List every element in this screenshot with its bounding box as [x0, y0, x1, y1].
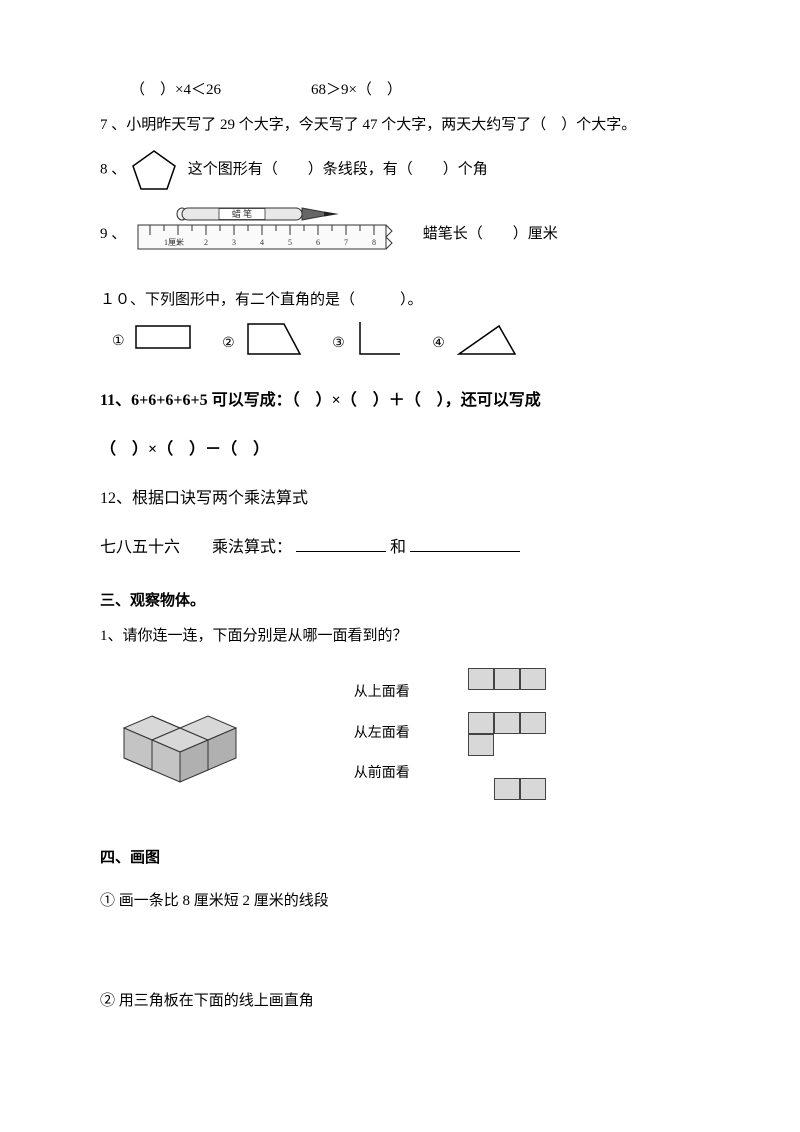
grid-2: [468, 712, 608, 756]
sec3-q1: 1、请你连一连，下面分别是从哪一面看到的？: [100, 622, 700, 651]
trapezoid-icon: [244, 320, 304, 369]
q9-pre: 9 、: [100, 226, 126, 242]
q10-shapes: ① ② ③ ④: [112, 320, 700, 369]
section-4-title: 四、画图: [100, 844, 700, 873]
view-front-label: 从前面看: [354, 761, 464, 788]
section-3-title: 三、观察物体。: [100, 587, 700, 616]
q12a: 12、根据口诀写两个乘法算式: [100, 481, 700, 516]
rectangle-icon: [134, 320, 194, 365]
svg-text:2: 2: [204, 238, 208, 247]
svg-text:8: 8: [372, 238, 376, 247]
q10: １０、下列图形中，有二个直角的是（ ）。: [100, 286, 700, 315]
q8-post: 这个图形有（ ）条线段，有（ ）个角: [188, 161, 488, 177]
blank-1[interactable]: [296, 535, 386, 552]
svg-text:4: 4: [260, 238, 264, 247]
q8-pre: 8 、: [100, 161, 126, 177]
blank-2[interactable]: [410, 535, 520, 552]
q6-line: （ ）×4＜26 68＞9×（ ）: [100, 76, 700, 105]
q7: 7 、小明昨天写了 29 个大字，今天写了 47 个大字，两天大约写了（ ）个大…: [100, 111, 700, 140]
view-labels: 从上面看 从左面看 从前面看: [354, 660, 464, 802]
grid-3: [494, 778, 608, 800]
q9-post: 蜡笔长（ ）厘米: [408, 226, 558, 242]
svg-text:7: 7: [344, 238, 348, 247]
q9: 9 、 蜡 笔: [100, 201, 700, 268]
q12b-mid: 和: [390, 539, 406, 556]
q11a: 11、6+6+6+6+5 可以写成：（ ）×（ ）＋（ ），还可以写成: [100, 383, 700, 418]
shape-1-num: ①: [112, 329, 125, 356]
sec4-q1: ① 画一条比 8 厘米短 2 厘米的线段: [100, 887, 700, 916]
shape-3-num: ③: [332, 331, 345, 358]
view-left-label: 从左面看: [354, 721, 464, 748]
svg-text:5: 5: [288, 238, 292, 247]
svg-text:1: 1: [176, 238, 180, 247]
grid-1: [468, 668, 608, 690]
q12b-pre: 七八五十六 乘法算式：: [100, 539, 292, 556]
pentagon-icon: [130, 149, 178, 191]
ruler-unit: 1厘米: [164, 237, 184, 247]
svg-text:3: 3: [232, 238, 236, 247]
q8: 8 、 这个图形有（ ）条线段，有（ ）个角: [100, 149, 700, 191]
observe-row: 从上面看 从左面看 从前面看: [100, 660, 700, 822]
svg-text:6: 6: [316, 238, 320, 247]
pencil-label: 蜡 笔: [232, 208, 252, 219]
view-grids: [468, 660, 608, 822]
shape-4-num: ④: [432, 331, 445, 358]
shape-2-num: ②: [222, 331, 235, 358]
cube-figure: [100, 660, 350, 801]
triangle-icon: [455, 320, 519, 369]
angle-icon: [354, 320, 404, 369]
view-top-label: 从上面看: [354, 680, 464, 707]
drawing-area-1[interactable]: [100, 921, 700, 981]
sec4-q2: ② 用三角板在下面的线上画直角: [100, 987, 700, 1016]
q12b: 七八五十六 乘法算式： 和: [100, 530, 700, 565]
ruler-icon: 蜡 笔: [134, 201, 394, 268]
q11b: （ ）×（ ）－（ ）: [100, 432, 700, 467]
